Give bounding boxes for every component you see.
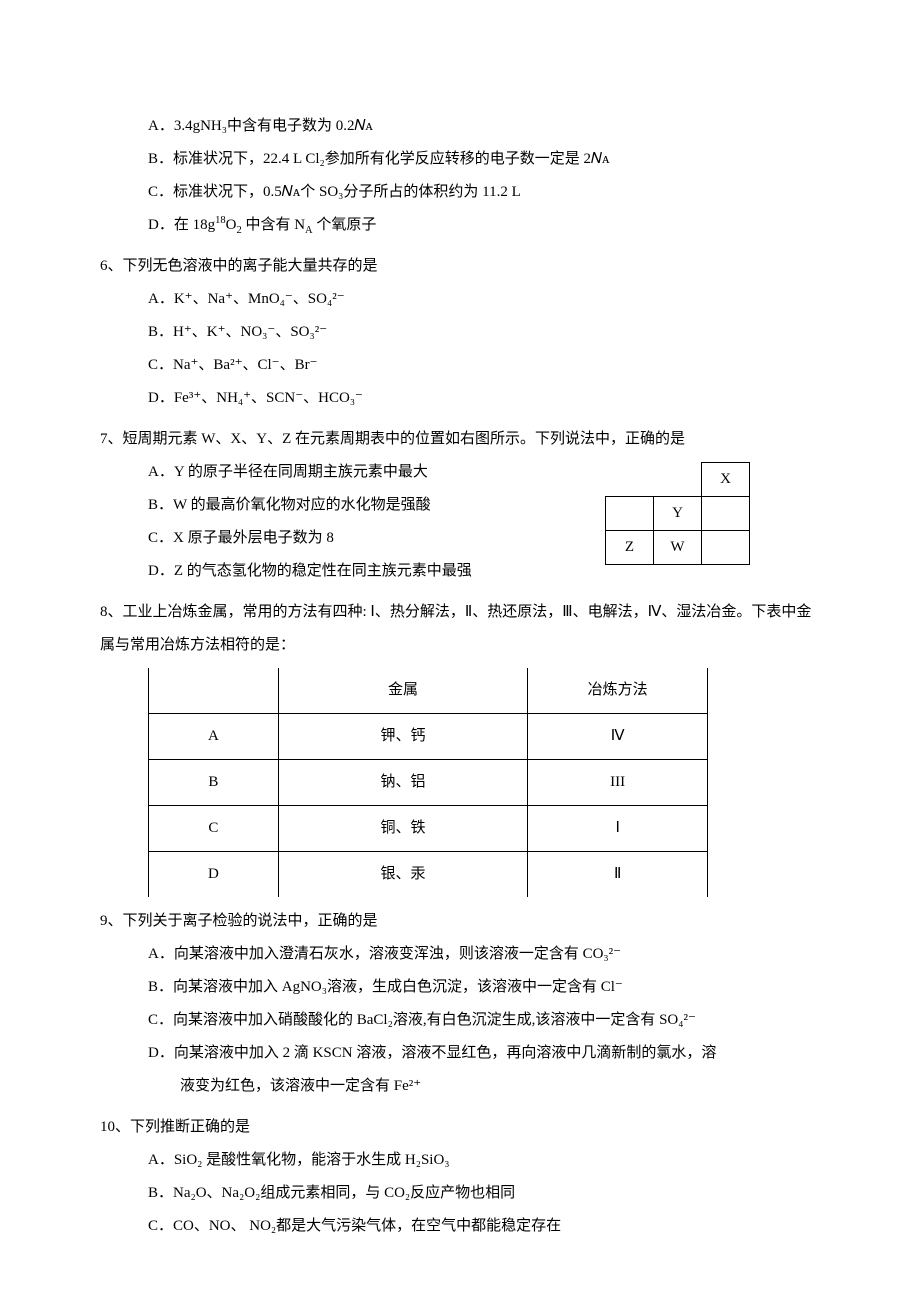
q7-options-wrap: X Y Z W A．Y 的原子半径在同周期主族元素中最大 B．W 的最高价氧化物…: [100, 456, 820, 588]
q9-stem: 9、下列关于离子检验的说法中，正确的是: [100, 905, 820, 938]
q10-stem: 10、下列推断正确的是: [100, 1111, 820, 1144]
q5d-isotope: 18: [215, 215, 226, 226]
q5d-o2sub: 2: [236, 225, 241, 236]
q6-option-d: D．Fe³⁺、NH₄⁺、SCN⁻、HCO₃⁻: [100, 382, 820, 415]
q5d-mid: 中含有: [245, 217, 290, 233]
q8-row3-col1: 银、汞: [278, 852, 528, 898]
q10-option-a: A．SiO₂ 是酸性氧化物，能溶于水生成 H₂SiO₃: [100, 1144, 820, 1177]
q8-row1-col0: B: [149, 760, 279, 806]
q8-stem: 8、工业上冶炼金属，常用的方法有四种: Ⅰ、热分解法，Ⅱ、热还原法，Ⅲ、电解法，…: [100, 596, 820, 662]
q8-row3-col0: D: [149, 852, 279, 898]
q5d-na-n: N: [294, 217, 305, 233]
q8-row2-col1: 铜、铁: [278, 806, 528, 852]
q5-option-b: B．标准状况下，22.4 L Cl₂参加所有化学反应转移的电子数一定是 2𝑁ᴀ: [100, 143, 820, 176]
q10-option-c: C．CO、NO、 NO₂都是大气污染气体，在空气中都能稳定存在: [100, 1210, 820, 1243]
q8-header-0: [149, 668, 279, 714]
q10-option-b: B．Na₂O、Na₂O₂组成元素相同，与 CO₂反应产物也相同: [100, 1177, 820, 1210]
q6-stem: 6、下列无色溶液中的离子能大量共存的是: [100, 250, 820, 283]
q9-option-d-line1: D．向某溶液中加入 2 滴 KSCN 溶液，溶液不显红色，再向溶液中几滴新制的氯…: [100, 1037, 820, 1070]
q9-option-c: C．向某溶液中加入硝酸酸化的 BaCl₂溶液,有白色沉淀生成,该溶液中一定含有 …: [100, 1004, 820, 1037]
q7-cell-2-1: W: [654, 531, 702, 565]
q5d-formula: 18g18O2: [193, 217, 246, 233]
q5d-o: O: [226, 217, 237, 233]
q6-option-b: B．H⁺、K⁺、NO₃⁻、SO₃²⁻: [100, 316, 820, 349]
q8-row0-col1: 钾、钙: [278, 714, 528, 760]
q8-header-1: 金属: [278, 668, 528, 714]
q7-cell-1-0: [606, 497, 654, 531]
q5d-prefix: D．在: [148, 217, 189, 233]
q8-row3-col2: Ⅱ: [528, 852, 708, 898]
q5-option-a: A．3.4gNH₃中含有电子数为 0.2𝑁ᴀ: [100, 110, 820, 143]
q9-option-a: A．向某溶液中加入澄清石灰水，溶液变浑浊，则该溶液一定含有 CO₃²⁻: [100, 938, 820, 971]
q9-option-d-line2: 液变为红色，该溶液中一定含有 Fe²⁺: [100, 1070, 820, 1103]
q6-option-a: A．K⁺、Na⁺、MnO₄⁻、SO₄²⁻: [100, 283, 820, 316]
q5d-suffix: 个氧原子: [316, 217, 376, 233]
q7-cell-0-1: [654, 463, 702, 497]
q7-periodic-table: X Y Z W: [605, 462, 750, 565]
q5-option-d: D．在 18g18O2 中含有 NA 个氧原子: [100, 209, 820, 242]
q8-row2-col2: Ⅰ: [528, 806, 708, 852]
q7-cell-0-0: [606, 463, 654, 497]
q6-option-c: C．Na⁺、Ba²⁺、Cl⁻、Br⁻: [100, 349, 820, 382]
q5d-mass: 18g: [193, 217, 216, 233]
q8-table: 金属 冶炼方法 A 钾、钙 Ⅳ B 钠、铝 III C 铜、铁 Ⅰ D 银、汞 …: [148, 668, 708, 897]
q8-row1-col1: 钠、铝: [278, 760, 528, 806]
q7-cell-0-2: X: [702, 463, 750, 497]
q8-row1-col2: III: [528, 760, 708, 806]
q8-row0-col2: Ⅳ: [528, 714, 708, 760]
q8-row2-col0: C: [149, 806, 279, 852]
q7-cell-1-2: [702, 497, 750, 531]
q7-stem: 7、短周期元素 W、X、Y、Z 在元素周期表中的位置如右图所示。下列说法中，正确…: [100, 423, 820, 456]
q5d-na-a: A: [305, 225, 313, 236]
q5d-na: NA: [294, 217, 316, 233]
q8-row0-col0: A: [149, 714, 279, 760]
q7-cell-2-0: Z: [606, 531, 654, 565]
q9-option-b: B．向某溶液中加入 AgNO₃溶液，生成白色沉淀，该溶液中一定含有 Cl⁻: [100, 971, 820, 1004]
q7-cell-2-2: [702, 531, 750, 565]
q7-cell-1-1: Y: [654, 497, 702, 531]
q8-header-2: 冶炼方法: [528, 668, 708, 714]
q5-option-c: C．标准状况下，0.5𝑁ᴀ个 SO₃分子所占的体积约为 11.2 L: [100, 176, 820, 209]
